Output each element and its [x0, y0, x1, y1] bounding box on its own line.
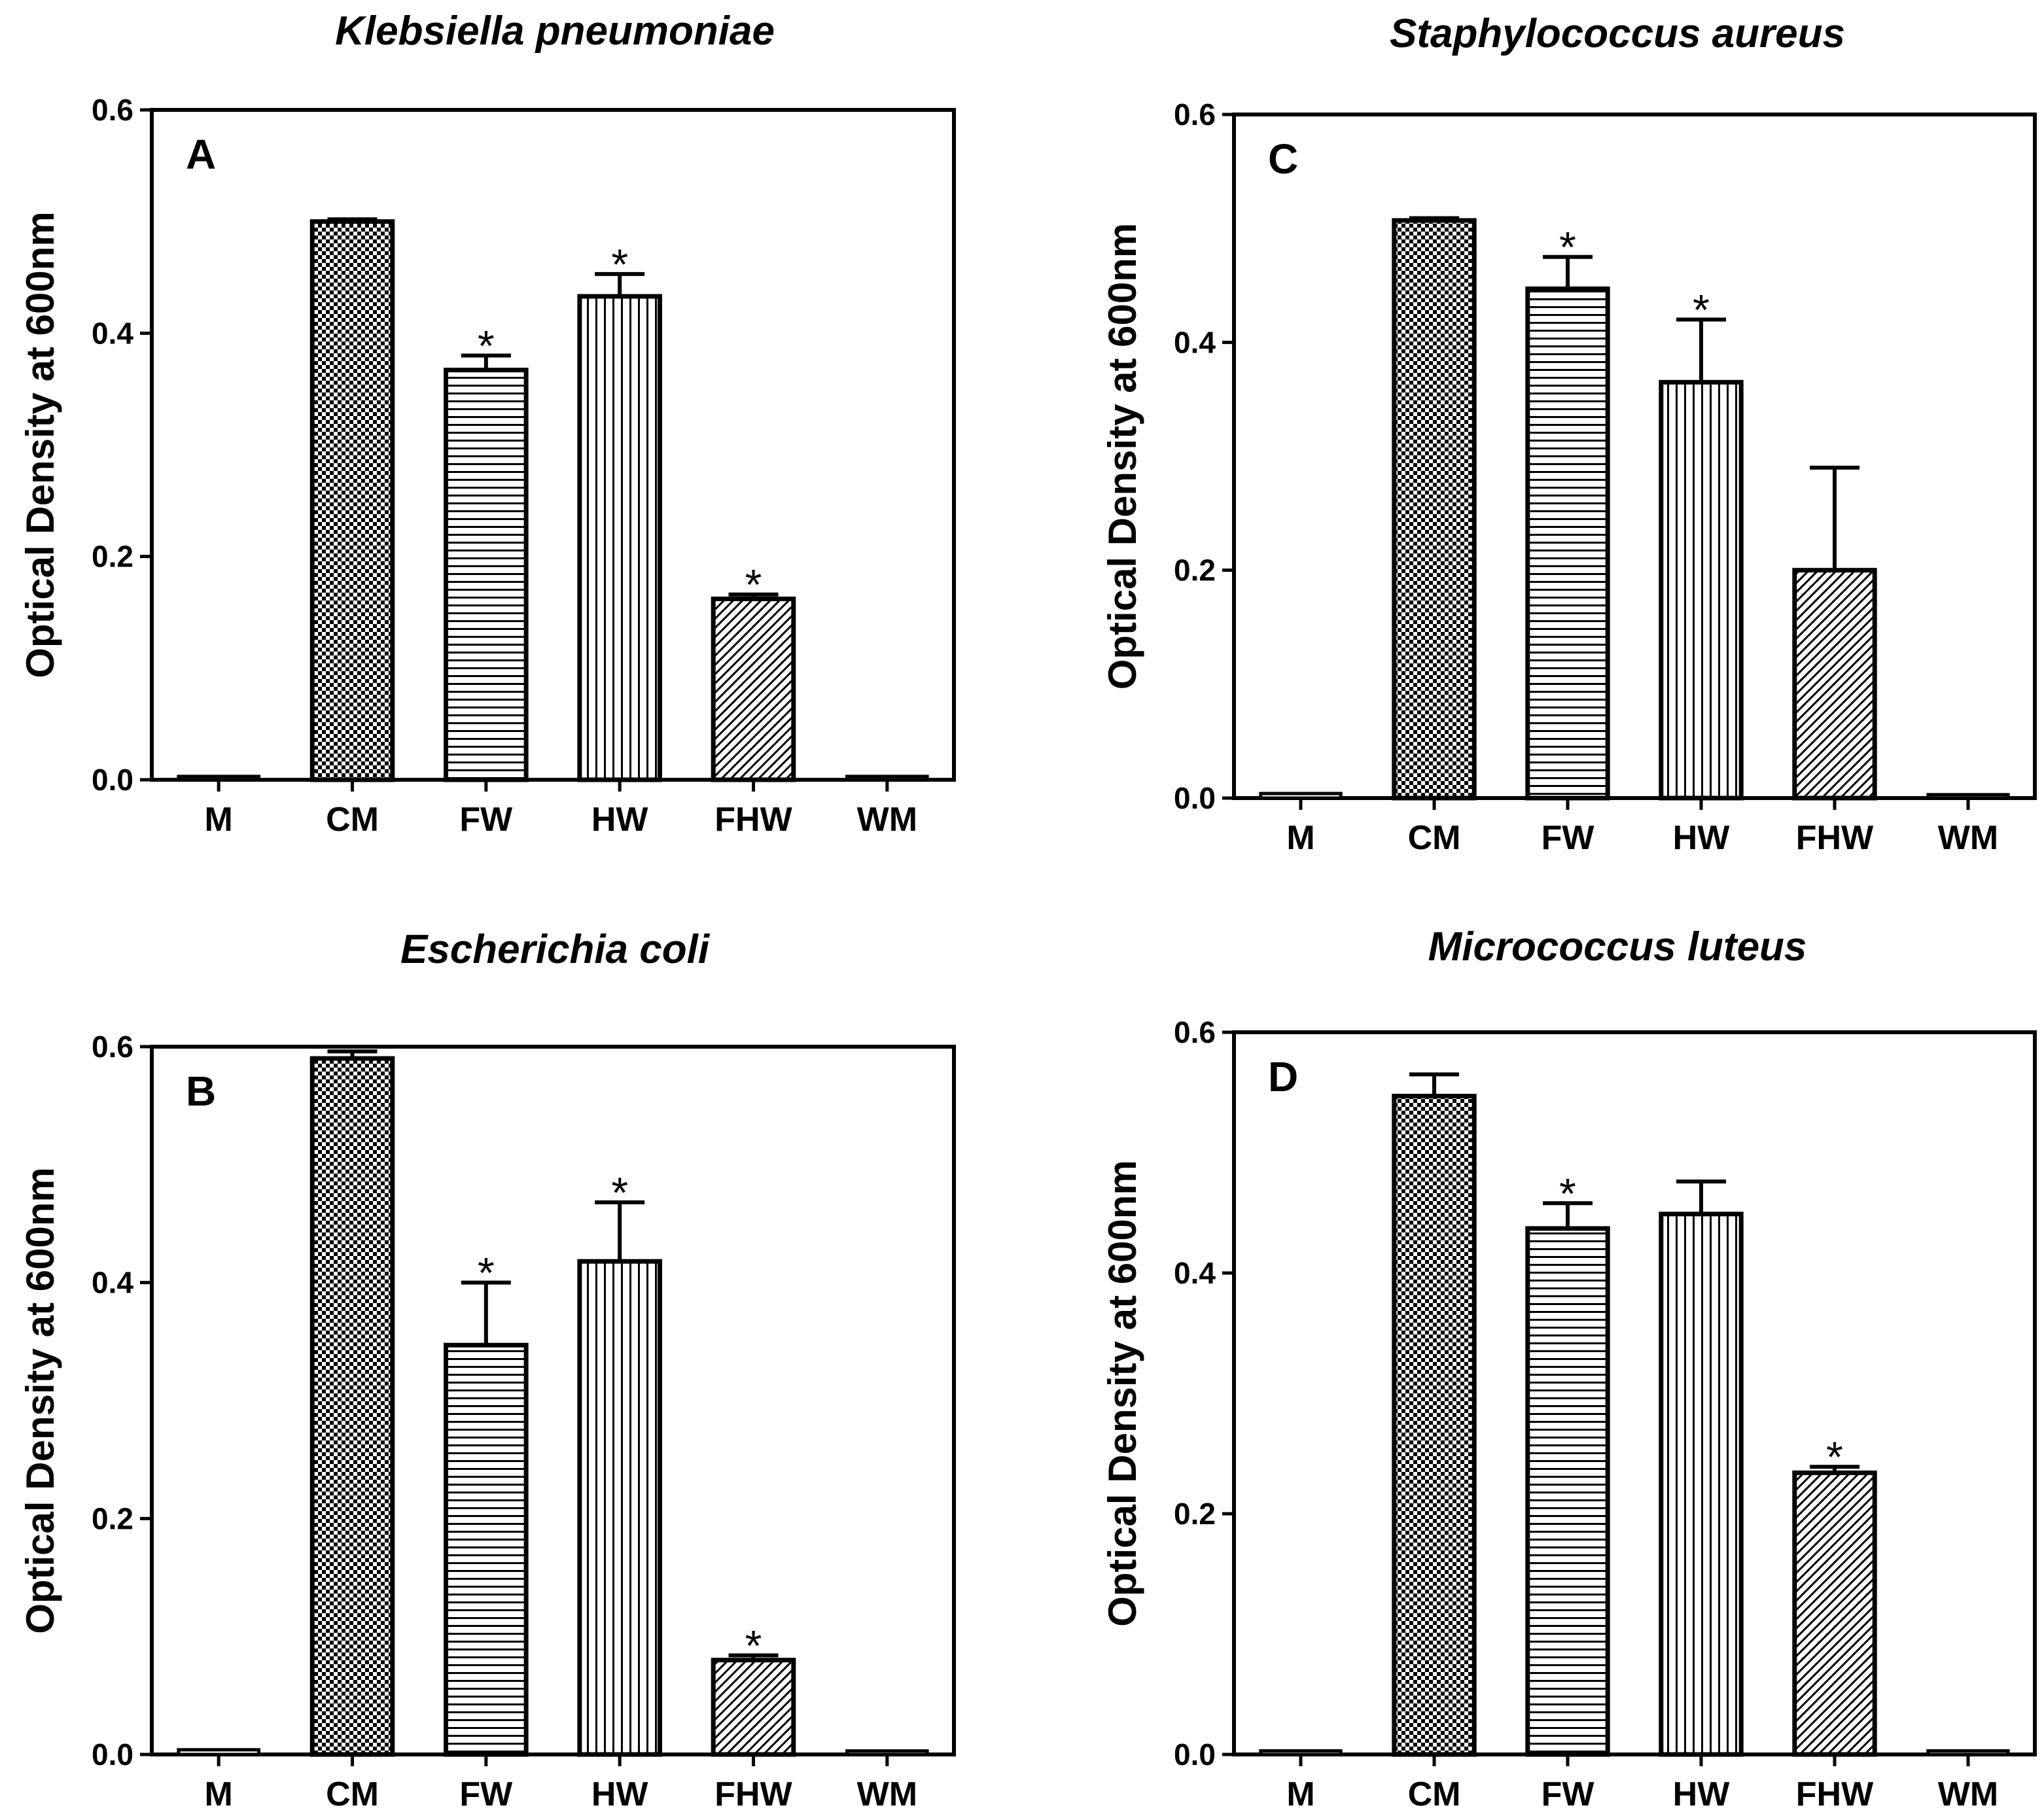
y-axis-label: Optical Density at 600nm	[1101, 1160, 1144, 1627]
panel-letter: A	[186, 131, 216, 178]
bar-fhw	[1792, 568, 1877, 801]
x-tick-label: HW	[591, 1775, 649, 1813]
x-tick-label: WM	[857, 801, 917, 839]
y-tick-label: 0.2	[92, 540, 133, 574]
x-tick-label: FW	[1542, 819, 1595, 857]
chart-title: Klebsiella pneumoniae	[335, 9, 775, 54]
panel-letter: B	[186, 1068, 216, 1115]
x-tick-label: M	[205, 801, 233, 839]
bar-m	[177, 775, 260, 782]
bar-wm	[845, 775, 929, 782]
x-tick-label: FHW	[714, 1775, 792, 1813]
bar-fw	[1525, 1226, 1610, 1757]
bar-wm	[1926, 1749, 2010, 1756]
bar-fhw	[711, 597, 796, 782]
bar-fw	[444, 368, 529, 782]
plot-frame	[1232, 113, 2037, 800]
significance-star: *	[611, 240, 628, 288]
x-tick-label: M	[205, 1775, 233, 1813]
y-axis-label: Optical Density at 600nm	[18, 1167, 62, 1634]
y-tick-label: 0.4	[92, 1266, 133, 1300]
y-tick-label: 0.4	[1174, 1256, 1216, 1290]
y-tick-label: 0.2	[1174, 1497, 1216, 1531]
bar-hw	[1659, 1212, 1744, 1757]
significance-star: *	[611, 1168, 628, 1217]
x-tick-label: HW	[1673, 1775, 1731, 1813]
significance-star: *	[1559, 223, 1576, 271]
x-tick-label: CM	[326, 1775, 379, 1813]
x-tick-label: FW	[459, 801, 513, 839]
y-tick-label: 0.0	[1174, 781, 1216, 815]
chart-title: Micrococcus luteus	[1428, 924, 1807, 969]
bar-m	[1259, 792, 1343, 800]
bar-hw	[577, 294, 662, 782]
significance-star: *	[478, 1249, 495, 1297]
bar-cm	[309, 1056, 395, 1757]
x-tick-label: FW	[459, 1775, 513, 1813]
y-tick-label: 0.4	[92, 316, 133, 350]
x-tick-label: CM	[326, 801, 379, 839]
y-tick-label: 0.0	[92, 763, 133, 797]
bar-fhw	[1792, 1470, 1877, 1757]
bar-hw	[577, 1259, 662, 1757]
significance-star: *	[745, 561, 762, 609]
significance-star: *	[1693, 286, 1710, 334]
y-tick-label: 0.6	[92, 93, 133, 127]
x-tick-label: WM	[1938, 1775, 1998, 1813]
y-tick-label: 0.2	[1174, 553, 1216, 587]
panel-b: Escherichia coli Optical Density at 600nm…	[18, 927, 956, 1813]
panel-c: Staphylococcus aureus Optical Density at …	[1101, 11, 2037, 857]
plot-frame	[150, 108, 956, 782]
y-tick-label: 0.6	[92, 1030, 133, 1064]
bar-m	[1259, 1749, 1343, 1756]
x-tick-label: FHW	[714, 801, 792, 839]
y-tick-label: 0.4	[1174, 325, 1216, 359]
x-tick-label: FW	[1542, 1775, 1595, 1813]
y-tick-label: 0.0	[1174, 1737, 1216, 1771]
x-tick-label: CM	[1408, 1775, 1461, 1813]
bar-m	[177, 1748, 260, 1756]
x-tick-label: WM	[857, 1775, 917, 1813]
bar-wm	[1926, 793, 2010, 800]
y-tick-label: 0.2	[92, 1501, 133, 1535]
chart-title: Staphylococcus aureus	[1390, 11, 1845, 56]
bar-fw	[1525, 286, 1610, 801]
bar-fw	[444, 1342, 529, 1757]
y-tick-label: 0.6	[1174, 1015, 1216, 1049]
bar-cm	[1392, 218, 1477, 801]
panel-letter: C	[1268, 135, 1298, 183]
bar-hw	[1659, 379, 1744, 801]
plot-frame	[1232, 1030, 2037, 1756]
x-tick-label: WM	[1938, 819, 1998, 857]
significance-star: *	[1559, 1169, 1576, 1217]
y-axis-label: Optical Density at 600nm	[18, 211, 62, 678]
x-tick-label: FHW	[1796, 1775, 1874, 1813]
panel-a: Klebsiella pneumoniae Optical Density at …	[18, 9, 956, 839]
x-tick-label: M	[1286, 819, 1314, 857]
panel-d: Micrococcus luteus Optical Density at 600…	[1101, 924, 2037, 1813]
significance-star: *	[745, 1622, 762, 1670]
significance-star: *	[478, 321, 495, 370]
bar-cm	[309, 219, 395, 782]
bar-cm	[1392, 1094, 1477, 1757]
chart-title: Escherichia coli	[400, 927, 711, 972]
y-tick-label: 0.6	[1174, 97, 1216, 131]
x-tick-label: HW	[591, 801, 649, 839]
x-tick-label: FHW	[1796, 819, 1874, 857]
significance-star: *	[1826, 1433, 1843, 1481]
y-tick-label: 0.0	[92, 1737, 133, 1771]
x-tick-label: M	[1286, 1775, 1314, 1813]
bar-fhw	[711, 1658, 796, 1757]
y-axis-label: Optical Density at 600nm	[1101, 223, 1144, 690]
bar-wm	[845, 1749, 929, 1756]
plot-frame	[150, 1045, 956, 1756]
panel-letter: D	[1268, 1053, 1298, 1100]
x-tick-label: HW	[1673, 819, 1731, 857]
x-tick-label: CM	[1408, 819, 1461, 857]
